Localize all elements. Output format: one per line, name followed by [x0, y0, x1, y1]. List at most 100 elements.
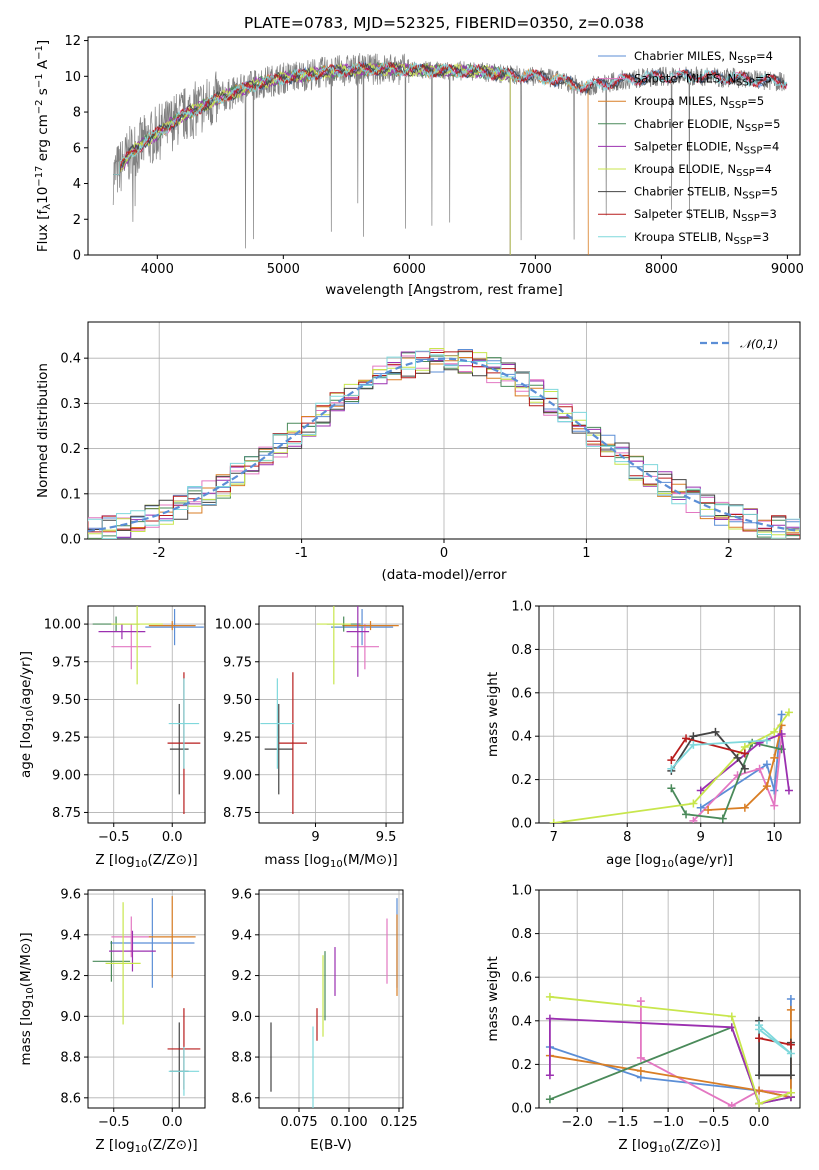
weight-marker [770, 727, 779, 736]
errorbar-point [109, 930, 156, 972]
label-part: Chabrier MILES, N [634, 49, 737, 63]
y-tick-label: 9.50 [52, 693, 81, 708]
weight-marker [770, 786, 779, 795]
age-vs-Z-points [92, 606, 204, 814]
x-tick-label: −0.5 [98, 1115, 130, 1130]
label-part: Z [ [95, 1137, 114, 1153]
y-axis-label: mass weight [485, 672, 501, 757]
y-tick-label: 9.6 [60, 888, 81, 903]
label-part: mass [ [18, 1021, 34, 1066]
model-spectrum-line [113, 62, 511, 255]
label-part: =4 [755, 162, 772, 176]
y-tick-label: 9.25 [223, 731, 252, 746]
weight-marker [667, 764, 676, 773]
errorbar-point [316, 606, 351, 685]
label-part: =4 [756, 49, 773, 63]
x-tick-label: 0.100 [330, 1115, 367, 1130]
weight-marker [755, 1099, 764, 1108]
label-part: Chabrier ELODIE, N [634, 117, 745, 131]
weight-series-line [758, 1020, 792, 1077]
y-tick-label: 0.8 [511, 643, 532, 658]
y-tick-label: 0 [73, 249, 81, 264]
x-axis-label: Z [log10(Z/Z⊙)] [618, 1137, 720, 1155]
label-part: SSP [745, 123, 764, 134]
errorbar-point [111, 916, 152, 958]
y-axis-label: Flux [fλ10−17 erg cm−2 s−1 A−1] [34, 40, 53, 252]
label-part: Z [ [95, 852, 114, 868]
weight-marker [682, 810, 691, 819]
y-tick-label: 0.6 [511, 686, 532, 701]
x-tick-label: 0.0 [162, 1115, 183, 1130]
model-spectrum-line [113, 61, 788, 176]
label-part: 10 [35, 187, 51, 204]
weight-marker [786, 1049, 795, 1058]
weight-series-line [700, 732, 790, 792]
y-tick-label: 9.4 [60, 928, 81, 943]
chart-title: PLATE=0783, MJD=52325, FIBERID=0350, z=0… [244, 14, 644, 32]
label-part: SSP [744, 145, 763, 156]
label-part: log [114, 1137, 135, 1153]
weight-marker [696, 786, 705, 795]
weight-marker [545, 992, 554, 1001]
legend-entry: Kroupa STELIB, NSSP=3 [634, 230, 769, 247]
legend-entry: Kroupa MILES, NSSP=5 [634, 94, 764, 111]
weight-marker [740, 749, 749, 758]
x-tick-label: 10 [766, 830, 783, 845]
label-part: SSP [736, 168, 755, 179]
x-tick-label: −0.5 [698, 1115, 730, 1130]
x-tick-label: 1 [582, 546, 590, 561]
x-tick-label: 9.5 [376, 830, 397, 845]
label-part: SSP [729, 100, 748, 111]
residuals-axes: -2 -1 0 1 2 0.0 0.1 0.2 0.3 0.4 (data-model)/error… [35, 321, 801, 583]
label-part: ] [35, 40, 51, 45]
age-vs-mass-frame [258, 605, 404, 824]
y-tick-label: 9.2 [60, 969, 81, 984]
weight-marker [755, 1034, 764, 1043]
errorbar-point [148, 896, 196, 978]
y-tick-label: 9.75 [52, 655, 81, 670]
weight-series-line [549, 995, 792, 1105]
legend-entry: Salpeter ELODIE, NSSP=4 [634, 139, 779, 156]
label-part: 10 [661, 859, 674, 870]
errorbar-point [110, 898, 195, 988]
age-vs-mass-points [260, 606, 399, 814]
weight-vs-age-frame [538, 605, 801, 824]
weight-series-line [549, 1009, 792, 1099]
label-part: 10 [330, 859, 343, 870]
x-axis-label: (data-model)/error [381, 567, 507, 583]
label-part: −2 [34, 99, 45, 114]
weight-marker [786, 1040, 795, 1049]
label-part: =3 [760, 207, 777, 221]
normal-curve-line [88, 357, 800, 533]
errorbar-point [145, 609, 204, 646]
mass-vs-EBV-frame [258, 889, 404, 1109]
weight-marker [777, 710, 786, 719]
errorbar-point [260, 678, 295, 769]
weight-marker [545, 1071, 554, 1080]
y-tick-label: 9.00 [52, 768, 81, 783]
label-part: Salpeter MILES, N [634, 72, 736, 86]
legend-entry: 𝒩(0,1) [740, 337, 778, 351]
weight-marker [755, 764, 764, 773]
y-tick-label: 6 [73, 141, 81, 156]
x-tick-label: 5000 [267, 262, 300, 277]
errorbar-point [105, 902, 141, 1025]
label-part: =3 [752, 230, 769, 244]
y-tick-label: 10 [64, 70, 81, 85]
weight-marker [636, 1066, 645, 1075]
label-part: (Z/Z⊙)] [147, 1137, 197, 1153]
weight-marker [696, 803, 705, 812]
weight-marker [777, 730, 786, 739]
weight-marker [718, 814, 727, 823]
weight-marker [545, 1095, 554, 1104]
weight-marker [740, 803, 749, 812]
label-part: age [ [606, 852, 641, 868]
y-tick-label: 0.4 [511, 730, 532, 745]
label-part: =5 [761, 185, 778, 199]
errorbar-point [278, 672, 307, 814]
y-tick-label: 9.75 [223, 655, 252, 670]
label-part: SSP [736, 78, 755, 89]
weight-marker [786, 995, 795, 1003]
